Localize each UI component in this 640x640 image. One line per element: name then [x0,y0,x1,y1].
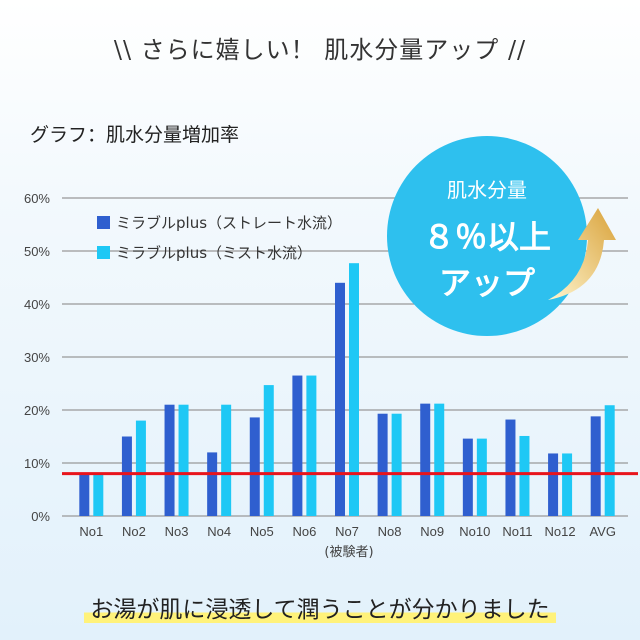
bar-No7-series2 [349,263,359,516]
y-tick-label: 30% [24,350,50,365]
x-tick-label: No8 [378,524,402,539]
x-tick-label: No6 [292,524,316,539]
y-tick-label: 20% [24,403,50,418]
chart-subtitle: グラフ：肌水分量増加率 [30,124,240,146]
bar-No12-series2 [562,453,573,516]
bar-No8-series2 [391,413,402,516]
bar-No11-series1 [505,419,516,516]
y-tick-label: 0% [31,509,50,524]
bar-No3-series2 [178,404,189,516]
x-tick-label: No7 [335,524,359,539]
y-tick-label: 40% [24,297,50,312]
bar-No8-series1 [377,413,388,516]
bar-AVG-series2 [604,405,615,516]
bar-No6-series1 [292,375,303,516]
bar-No7-series1 [335,282,345,516]
x-tick-label: AVG [589,524,616,539]
slash-decoration-right: // [499,36,527,64]
bar-No5-series1 [249,417,260,516]
bar-No10-series2 [476,438,487,516]
x-axis-label: (被験者) [324,545,373,560]
y-tick-label: 10% [24,456,50,471]
x-tick-label: No2 [122,524,146,539]
x-tick-label: No4 [207,524,231,539]
x-tick-label: No5 [250,524,274,539]
x-tick-label: No3 [165,524,189,539]
slash-decoration-left: \\ [113,36,141,64]
badge-line1: 肌水分量 [447,178,527,202]
bar-No6-series2 [306,375,317,516]
footer-caption: お湯が肌に浸透して潤うことが分かりました [0,590,640,624]
bar-No12-series1 [548,453,559,516]
bar-No1-series1 [79,473,90,516]
bar-No5-series2 [263,385,274,516]
headline-text: さらに嬉しい！ 肌水分量アップ [140,36,500,64]
bar-No4-series2 [221,404,232,516]
bar-No3-series1 [164,404,175,516]
legend-swatch [97,216,110,229]
y-tick-label: 50% [24,244,50,259]
legend-label: ミラブルplus（ストレート水流） [116,214,342,232]
bar-No9-series2 [434,403,445,516]
legend-swatch [97,246,110,259]
bar-No10-series1 [462,438,473,516]
bar-No2-series1 [121,436,132,516]
bar-AVG-series1 [590,416,601,516]
increase-badge: 肌水分量 ８％以上 アップ [387,136,587,336]
x-tick-label: No9 [420,524,444,539]
x-tick-label: No1 [79,524,103,539]
x-tick-label: No12 [545,524,576,539]
legend-label: ミラブルplus（ミスト水流） [116,244,312,262]
x-tick-label: No10 [459,524,490,539]
bar-No1-series2 [93,473,104,516]
bar-No11-series2 [519,435,530,516]
x-tick-label: No11 [502,524,532,539]
y-tick-label: 60% [24,191,50,206]
bar-No2-series2 [135,420,146,516]
badge-line3: アップ [438,264,535,302]
bar-No4-series1 [207,452,218,516]
headline: \\ さらに嬉しい！ 肌水分量アップ // [0,30,640,65]
badge-line2: ８％以上 [422,218,551,256]
bar-No9-series1 [420,403,431,516]
footer-text: お湯が肌に浸透して潤うことが分かりました [84,597,556,623]
